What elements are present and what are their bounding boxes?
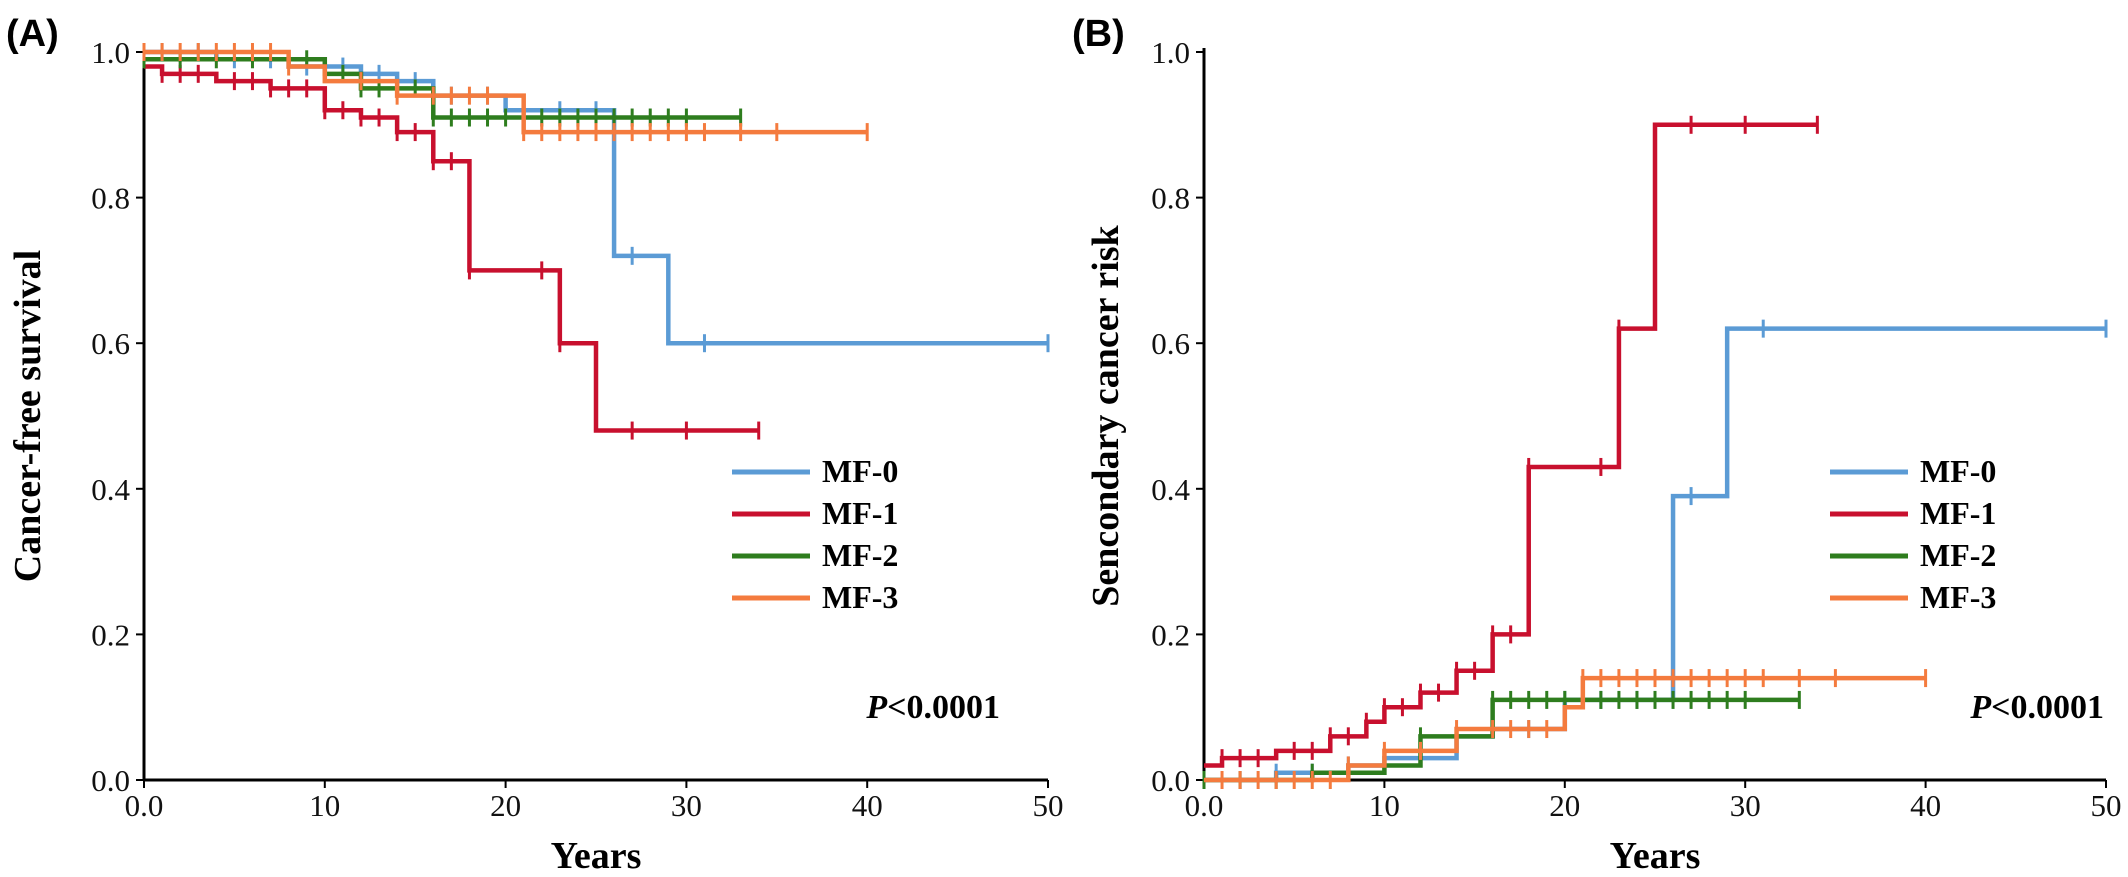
p-value-annotation: P<0.0001 [1969,689,2104,726]
legend: MF-0 MF-1 MF-2 MF-3 [1830,453,1996,615]
x-tick-label: 0.0 [125,788,164,823]
y-tick-label: 0.2 [1151,617,1190,652]
x-tick-label: 20 [490,788,521,823]
legend-label: MF-0 [822,453,898,489]
panel-label: (B) [1072,13,1125,55]
x-tick-label: 0.0 [1185,788,1224,823]
legend-label: MF-3 [822,579,898,615]
series-line-mf-0 [144,49,1048,346]
y-tick-label: 0.4 [91,472,130,507]
legend-label: MF-3 [1920,579,1996,615]
y-tick-label: 1.0 [91,35,130,70]
p-value-symbol: P [1969,689,1991,726]
y-tick-label: 0.6 [91,326,130,361]
legend: MF-0 MF-1 MF-2 MF-3 [732,453,898,615]
x-axis-title: Years [1610,835,1701,877]
p-value-text: <0.0001 [1991,689,2104,726]
p-value-text: <0.0001 [887,689,1000,726]
x-tick-label: 30 [1730,788,1761,823]
panel-label: (A) [6,13,59,55]
series-line-mf-2 [1204,697,1800,783]
legend-label: MF-0 [1920,453,1996,489]
y-tick-label: 1.0 [1151,35,1190,70]
panel-a: (A) 0.0 0.2 0.4 0.6 0.8 1.0 0.0 10 20 30 40 50 Years C… [6,13,1064,877]
y-tick-label: 0.8 [1151,181,1190,216]
x-tick-label: 10 [309,788,340,823]
legend-label: MF-1 [822,495,898,531]
y-tick-label: 0.6 [1151,326,1190,361]
x-tick-label: 40 [1910,788,1941,823]
x-tick-label: 10 [1369,788,1400,823]
x-tick-label: 50 [1033,788,1064,823]
p-value-annotation: P<0.0001 [865,689,1000,726]
legend-label: MF-2 [1920,537,1996,573]
y-tick-label: 0.2 [91,617,130,652]
x-tick-label: 30 [671,788,702,823]
x-tick-label: 40 [852,788,883,823]
p-value-symbol: P [865,689,887,726]
series-line-mf-3 [1204,675,1926,783]
legend-label: MF-1 [1920,495,1996,531]
plot-area [142,43,1050,440]
x-tick-label: 50 [2091,788,2122,823]
y-tick-label: 0.0 [91,763,130,798]
x-axis-title: Years [551,835,642,877]
y-tick-label: 0.8 [91,181,130,216]
legend-label: MF-2 [822,537,898,573]
y-tick-label: 0.4 [1151,472,1190,507]
y-tick-label: 0.0 [1151,763,1190,798]
panel-b: (B) 0.0 0.2 0.4 0.6 0.8 1.0 0.0 10 20 30 40 50 Years S… [1072,13,2122,877]
x-tick-label: 20 [1549,788,1580,823]
plot-area [1202,115,2108,789]
y-axis-title: Sencondary cancer risk [1085,224,1127,606]
y-axis-title: Cancer-free survival [7,250,49,582]
